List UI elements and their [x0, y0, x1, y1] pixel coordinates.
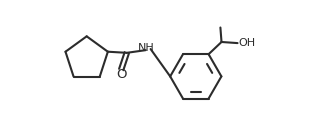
Text: OH: OH	[239, 38, 256, 48]
Text: NH: NH	[138, 43, 155, 53]
Text: O: O	[116, 68, 127, 81]
